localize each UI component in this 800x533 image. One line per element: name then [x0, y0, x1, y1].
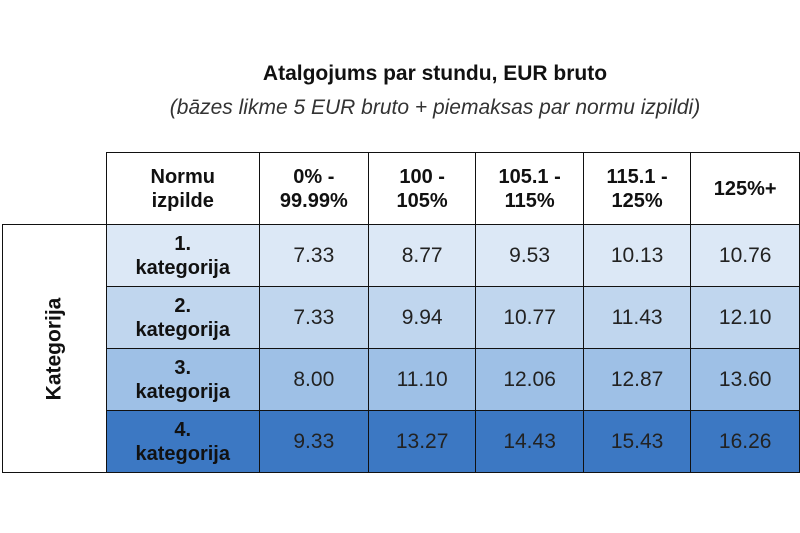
row-label: 3. kategorija [105, 348, 260, 411]
row-label: 1. kategorija [105, 224, 260, 287]
table-cell: 9.33 [258, 410, 369, 473]
table-cell: 9.53 [475, 224, 584, 287]
table-cell: 13.60 [690, 348, 800, 411]
row-label: 4. kategorija [105, 410, 260, 473]
header-line: 115% [504, 189, 555, 212]
empty-corner [3, 153, 107, 225]
table-cell: 10.13 [582, 224, 692, 287]
wage-table: Normu izpilde 0% - 99.99% 100 - 105% 105… [2, 152, 800, 473]
header-normu-izpilde: Normu izpilde [105, 152, 260, 225]
header-line: 0% - [293, 165, 335, 188]
table-subtitle: (bāzes likme 5 EUR bruto + piemaksas par… [169, 96, 701, 119]
table-cell: 9.94 [367, 286, 477, 349]
row-label-line: 2. [174, 294, 192, 317]
table-cell: 13.27 [367, 410, 477, 473]
table-row: 4. kategorija 9.33 13.27 14.43 15.43 16.… [2, 410, 800, 473]
row-label-line: kategorija [135, 256, 230, 279]
table-row: 2. kategorija 7.33 9.94 10.77 11.43 12.1… [2, 286, 800, 349]
table-cell: 11.10 [367, 348, 477, 411]
header-line: izpilde [151, 189, 214, 212]
header-line: 115.1 - [606, 165, 668, 188]
table-cell: 10.77 [475, 286, 584, 349]
side-label-cell: Kategorija [2, 224, 107, 473]
side-label: Kategorija [42, 297, 66, 400]
row-label: 2. kategorija [105, 286, 260, 349]
table-cell: 14.43 [475, 410, 584, 473]
table-cell: 11.43 [582, 286, 692, 349]
table-cell: 16.26 [690, 410, 800, 473]
column-header: 125%+ [690, 152, 800, 225]
row-label-line: 3. [174, 356, 192, 379]
table-cell: 12.06 [475, 348, 584, 411]
header-line: 125%+ [713, 177, 777, 200]
header-line: 105.1 - [498, 165, 561, 188]
row-label-line: kategorija [135, 442, 230, 465]
header-line: 125% [611, 189, 663, 212]
column-header: 100 - 105% [367, 152, 477, 225]
table-cell: 12.87 [582, 348, 692, 411]
table-cell: 7.33 [258, 224, 369, 287]
table-title: Atalgojums par stundu, EUR bruto [262, 62, 608, 85]
table-cell: 12.10 [690, 286, 800, 349]
header-line: 100 - [399, 165, 445, 188]
table-cell: 10.76 [690, 224, 800, 287]
row-label-line: 1. [174, 232, 192, 255]
header-line: 105% [396, 189, 448, 212]
row-label-line: kategorija [135, 380, 230, 403]
table-row: Kategorija 1. kategorija 7.33 8.77 9.53 … [2, 224, 800, 473]
table-row: 3. kategorija 8.00 11.10 12.06 12.87 13.… [2, 348, 800, 411]
table-cell: 7.33 [258, 286, 369, 349]
column-header: 115.1 - 125% [582, 152, 692, 225]
row-label-line: 4. [174, 418, 192, 441]
header-line: 99.99% [279, 189, 348, 212]
table-cell: 8.00 [258, 348, 369, 411]
table-cell: 8.77 [367, 224, 477, 287]
header-line: Normu [150, 165, 215, 188]
column-header: 0% - 99.99% [258, 152, 369, 225]
column-header: 105.1 - 115% [475, 152, 584, 225]
row-label-line: kategorija [135, 318, 230, 341]
table-cell: 15.43 [582, 410, 692, 473]
